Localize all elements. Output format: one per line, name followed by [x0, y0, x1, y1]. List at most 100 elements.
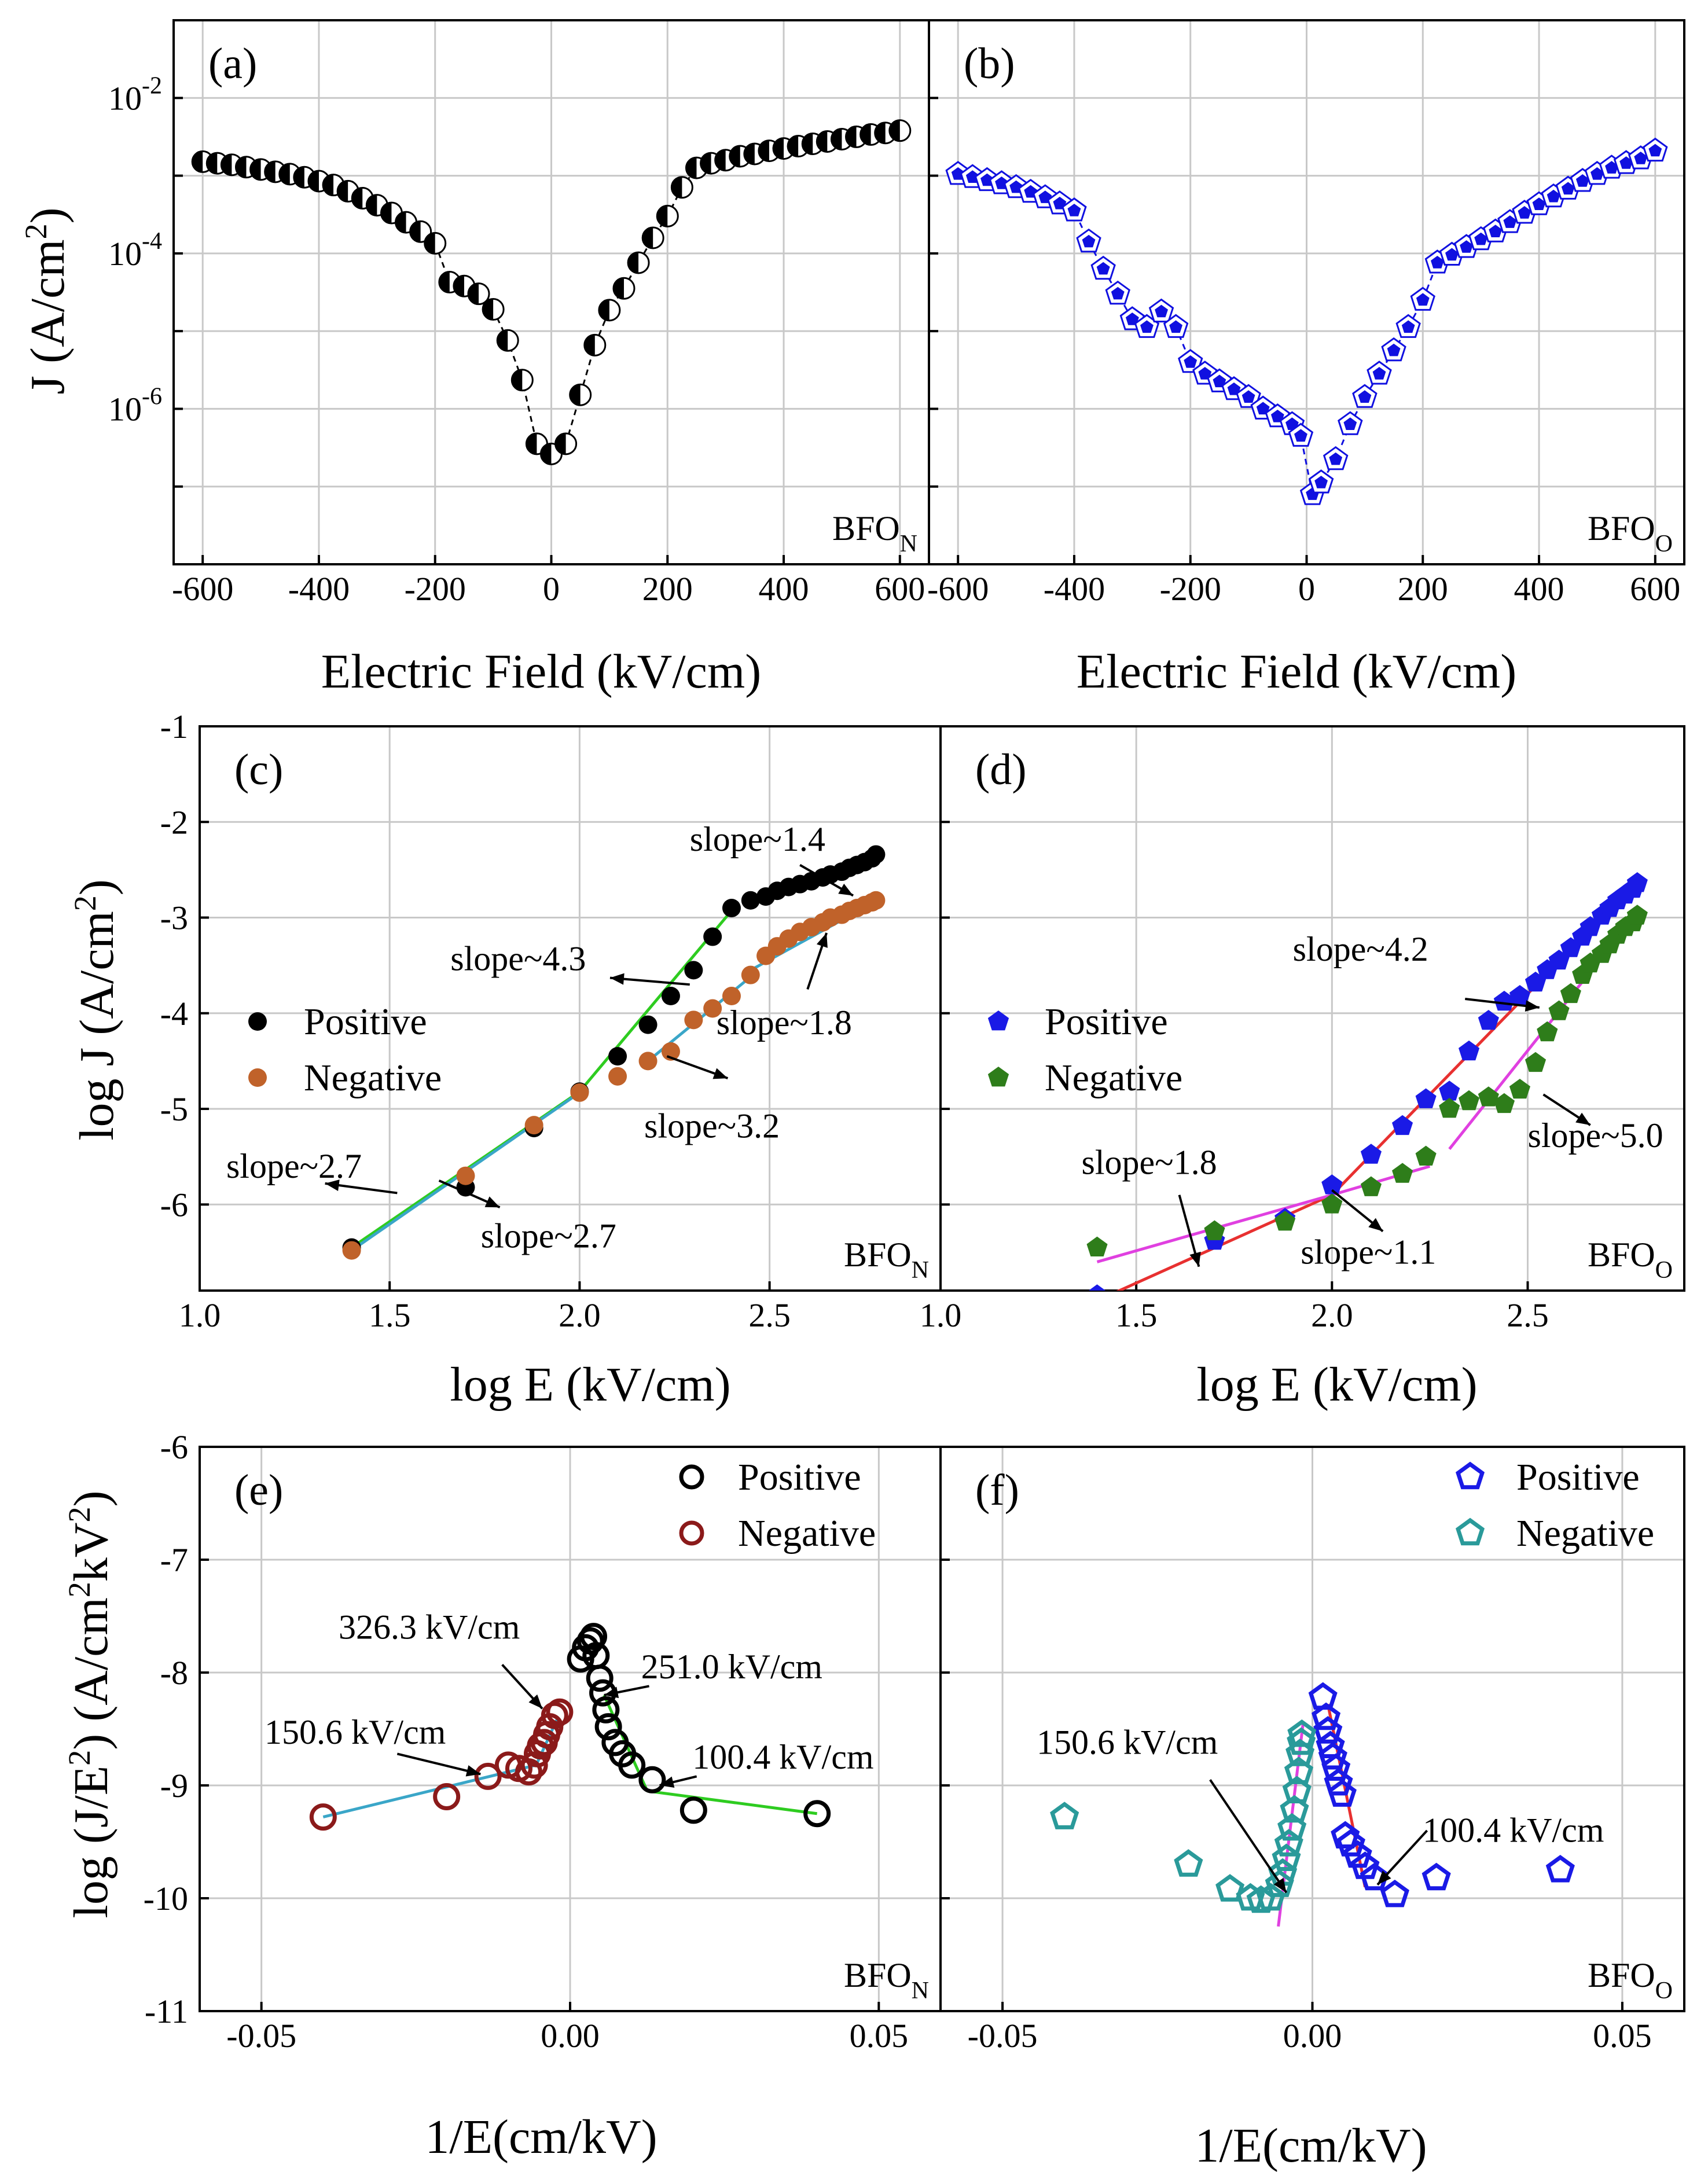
- data-point: [618, 1751, 646, 1779]
- x-tick-label: -0.05: [226, 2017, 296, 2055]
- data-point: [1548, 1000, 1570, 1020]
- sample-tag: BFOO: [1588, 1236, 1673, 1284]
- sample-tag-subscript: N: [900, 531, 917, 557]
- legend-label: Negative: [1516, 1512, 1654, 1554]
- annotation-arrowhead: [659, 1776, 675, 1788]
- legend-marker: [987, 1067, 1009, 1087]
- y-tick-exponent: -2: [142, 72, 162, 99]
- legend-marker: [1455, 1517, 1485, 1546]
- data-point-fill: [1227, 382, 1241, 395]
- annotation-arrowhead: [465, 1765, 481, 1777]
- data-point-fill: [1416, 293, 1430, 306]
- y-tick-label: -4: [160, 995, 188, 1032]
- panel-label: (e): [234, 1466, 283, 1515]
- data-point: [1050, 1802, 1079, 1829]
- x-tick-label: 2.0: [559, 1296, 601, 1334]
- data-point: [1215, 1874, 1245, 1902]
- data-point: [1380, 1879, 1409, 1908]
- data-point: [1343, 1840, 1372, 1868]
- sample-tag-name: BFO: [1588, 1956, 1655, 1994]
- annotation-arrowhead: [1575, 1112, 1591, 1126]
- data-point-fill: [1343, 417, 1357, 430]
- data-point-fill: [279, 163, 290, 185]
- annotation-label: slope~1.4: [690, 820, 825, 858]
- sample-tag-name: BFO: [1588, 1236, 1655, 1274]
- data-point: [1324, 1767, 1353, 1796]
- panel-b: -600 -400 -200 0 200 400 600 (b) BFOO: [927, 19, 1685, 608]
- annotation-label: 251.0 kV/cm: [641, 1648, 822, 1686]
- annotation-arrowhead: [609, 973, 625, 985]
- plot-area: [309, 1623, 831, 1831]
- data-point-fill: [1155, 304, 1168, 318]
- data-point-fill: [1096, 262, 1110, 275]
- data-point-fill: [483, 299, 494, 320]
- legend-marker: [987, 1010, 1009, 1031]
- data-point-fill: [555, 433, 566, 454]
- panel-a: -600 -400 -200 0 200 400 60010-210-410-6(a)BFO…: [108, 19, 930, 608]
- legend-label: Positive: [738, 1456, 861, 1498]
- panel-label: (c): [234, 745, 283, 794]
- x-tick-label: 2.5: [1507, 1296, 1549, 1334]
- x-tick-label: 0.05: [850, 2017, 909, 2055]
- annotation-label: 150.6 kV/cm: [265, 1713, 446, 1751]
- data-point: [474, 1762, 502, 1790]
- annotation-arrowhead: [838, 883, 854, 896]
- data-point-fill: [221, 154, 232, 175]
- annotation-label: slope~2.7: [481, 1217, 616, 1255]
- data-point-fill: [468, 283, 479, 304]
- annotation-arrowhead: [1189, 1251, 1201, 1267]
- sample-tag-subscript: N: [912, 1257, 929, 1284]
- panel-label: (d): [975, 745, 1027, 794]
- data-point: [1331, 1821, 1360, 1848]
- data-point-fill: [1256, 402, 1270, 415]
- data-point-fill: [1082, 234, 1096, 248]
- data-point: [1626, 872, 1648, 892]
- data-point: [520, 1751, 548, 1779]
- sample-tag: BFOO: [1588, 1956, 1673, 2004]
- data-point-fill: [744, 143, 755, 164]
- data-point-fill: [1489, 225, 1503, 237]
- x-tick-label: -600: [172, 570, 233, 608]
- legend-label: Positive: [1045, 1001, 1168, 1043]
- annotation-label: slope~1.1: [1301, 1233, 1436, 1271]
- data-point-fill: [758, 140, 769, 161]
- sample-tag-name: BFO: [832, 509, 900, 547]
- data-point: [1277, 1813, 1307, 1841]
- x-tick-label: 0: [1298, 570, 1315, 608]
- data-point: [1459, 1040, 1480, 1061]
- data-point-fill: [1067, 204, 1081, 216]
- y-tick-exponent: -6: [142, 383, 162, 410]
- data-point: [1493, 990, 1515, 1011]
- panel-f: -0.05 0.00 0.05 150.6 kV/cm 100.4 kV/cm (f) BF…: [939, 1446, 1685, 2055]
- data-point: [1336, 1829, 1365, 1857]
- sample-tag-name: BFO: [1588, 509, 1655, 547]
- data-point-fill: [773, 138, 784, 159]
- x-tick-label: -400: [1044, 570, 1105, 608]
- data-point-fill: [1634, 152, 1648, 164]
- data-point-fill: [1169, 320, 1182, 333]
- data-point: [703, 999, 722, 1018]
- data-point: [1360, 1144, 1382, 1164]
- data-point: [1493, 1093, 1515, 1113]
- data-point-fill: [512, 369, 523, 391]
- annotation-label: slope~5.0: [1527, 1116, 1663, 1155]
- data-point: [1392, 1163, 1413, 1183]
- data-point: [433, 1783, 461, 1810]
- data-point: [638, 1015, 658, 1034]
- data-point: [1321, 1753, 1351, 1781]
- data-point: [1415, 1145, 1437, 1166]
- data-point: [1392, 1115, 1413, 1135]
- data-point: [1327, 1779, 1357, 1807]
- data-point-fill: [628, 252, 639, 273]
- data-point: [1088, 1284, 1106, 1291]
- data-point: [1478, 1086, 1499, 1107]
- data-point-fill: [700, 153, 711, 174]
- y-tick-label: -8: [160, 1654, 188, 1692]
- panel-c: 1.0 1.5 2.0 2.5 -1 -2 -3 -4 -5 -6 slope~2.7 slope~2…: [160, 708, 942, 1334]
- data-point-fill: [1445, 248, 1459, 261]
- y-tick-label: -1: [160, 708, 188, 745]
- data-point-fill: [875, 122, 886, 144]
- y-tick-label: 10-4: [108, 228, 162, 273]
- data-point: [1280, 1795, 1309, 1823]
- data-point: [594, 1713, 622, 1741]
